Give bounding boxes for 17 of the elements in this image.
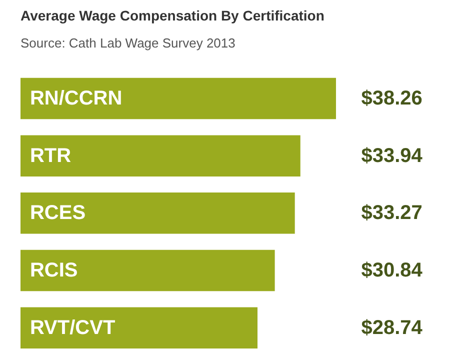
- bar: [20, 307, 258, 348]
- bar: [20, 192, 295, 234]
- bar: [20, 250, 275, 292]
- data-label: $30.84: [361, 260, 424, 282]
- data-label: $33.27: [361, 202, 422, 224]
- chart-subtitle: Source: Cath Lab Wage Survey 2013: [20, 36, 236, 50]
- y-tick-label: RN/CCRN: [30, 88, 122, 110]
- data-label: $33.94: [361, 144, 424, 167]
- y-tick-label: RCES: [30, 202, 86, 224]
- chart-title: Average Wage Compensation By Certification: [20, 8, 324, 24]
- data-label: $28.74: [361, 316, 424, 339]
- bar: [20, 135, 300, 176]
- y-tick-label: RVT/CVT: [30, 316, 116, 339]
- bar: [20, 78, 336, 120]
- y-tick-label: RTR: [30, 144, 72, 167]
- y-tick-label: RCIS: [30, 260, 78, 282]
- data-label: $38.26: [361, 88, 422, 110]
